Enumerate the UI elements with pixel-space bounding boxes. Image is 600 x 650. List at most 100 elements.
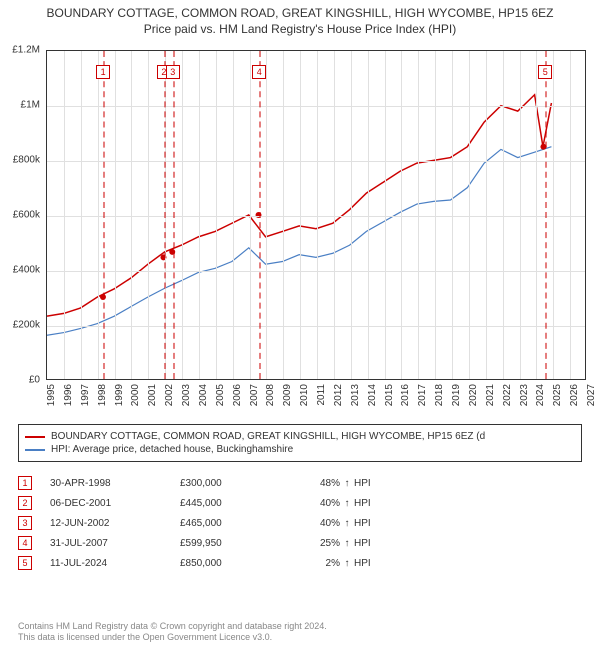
x-tick-label: 2020 [468,384,479,406]
y-tick-label: £1.2M [12,45,40,56]
gridline-v [115,51,116,379]
row-percent: 40% [290,498,340,509]
gridline-v [283,51,284,379]
title-line-1: BOUNDARY COTTAGE, COMMON ROAD, GREAT KIN… [10,6,590,20]
footer-attribution: Contains HM Land Registry data © Crown c… [18,621,327,644]
legend-swatch-hpi [25,449,45,451]
x-tick-label: 2017 [417,384,428,406]
up-arrow-icon: ↑ [340,498,354,509]
x-tick-label: 2024 [535,384,546,406]
gridline-v [233,51,234,379]
x-tick-label: 2010 [299,384,310,406]
x-tick-label: 2025 [552,384,563,406]
y-tick-label: £0 [29,375,40,386]
row-date: 06-DEC-2001 [50,498,180,509]
gridline-v [81,51,82,379]
x-tick-label: 2003 [181,384,192,406]
row-hpi-label: HPI [354,538,394,549]
row-price: £445,000 [180,498,290,509]
y-tick-label: £600k [13,210,40,221]
chart-svg [47,51,585,379]
row-date: 31-JUL-2007 [50,538,180,549]
row-percent: 48% [290,478,340,489]
gridline-v [334,51,335,379]
gridline-h [47,271,585,272]
gridline-v [418,51,419,379]
row-hpi-label: HPI [354,498,394,509]
row-percent: 40% [290,518,340,529]
legend-label-hpi: HPI: Average price, detached house, Buck… [51,444,293,455]
row-number-box: 4 [18,536,32,550]
gridline-v [182,51,183,379]
legend-label-property: BOUNDARY COTTAGE, COMMON ROAD, GREAT KIN… [51,431,485,442]
x-tick-label: 2002 [164,384,175,406]
x-tick-label: 2016 [400,384,411,406]
gridline-h [47,216,585,217]
chart-container: BOUNDARY COTTAGE, COMMON ROAD, GREAT KIN… [0,0,600,650]
up-arrow-icon: ↑ [340,518,354,529]
y-tick-label: £1M [21,100,40,111]
title-line-2: Price paid vs. HM Land Registry's House … [10,22,590,36]
row-number-box: 3 [18,516,32,530]
row-price: £599,950 [180,538,290,549]
x-tick-label: 2000 [130,384,141,406]
x-tick-label: 2014 [367,384,378,406]
x-tick-label: 2004 [198,384,209,406]
x-tick-label: 1996 [63,384,74,406]
x-tick-label: 1999 [114,384,125,406]
row-number-box: 5 [18,556,32,570]
gridline-v [216,51,217,379]
event-line [164,51,166,379]
gridline-v [503,51,504,379]
x-tick-label: 2011 [316,384,327,406]
gridline-v [520,51,521,379]
transactions-table: 130-APR-1998£300,00048%↑HPI 206-DEC-2001£… [18,470,582,576]
legend: BOUNDARY COTTAGE, COMMON ROAD, GREAT KIN… [18,424,582,462]
event-line [103,51,105,379]
gridline-v [486,51,487,379]
x-tick-label: 2019 [451,384,462,406]
row-hpi-label: HPI [354,518,394,529]
x-tick-label: 2026 [569,384,580,406]
footer-line-2: This data is licensed under the Open Gov… [18,632,327,644]
gridline-v [199,51,200,379]
row-date: 11-JUL-2024 [50,558,180,569]
event-line [173,51,175,379]
table-row: 312-JUN-2002£465,00040%↑HPI [18,516,582,530]
y-tick-label: £200k [13,320,40,331]
y-axis: £0£200k£400k£600k£800k£1M£1.2M [0,50,44,380]
gridline-h [47,326,585,327]
gridline-v [148,51,149,379]
x-tick-label: 1995 [46,384,57,406]
table-row: 206-DEC-2001£445,00040%↑HPI [18,496,582,510]
row-date: 30-APR-1998 [50,478,180,489]
x-tick-label: 2015 [384,384,395,406]
gridline-v [368,51,369,379]
footer-line-1: Contains HM Land Registry data © Crown c… [18,621,327,633]
y-tick-label: £800k [13,155,40,166]
x-axis: 1995199619971998199920002001200220032004… [46,382,586,422]
up-arrow-icon: ↑ [340,538,354,549]
x-tick-label: 2009 [282,384,293,406]
event-marker-box: 5 [538,65,552,79]
gridline-v [435,51,436,379]
x-tick-label: 2018 [434,384,445,406]
gridline-v [553,51,554,379]
table-row: 431-JUL-2007£599,95025%↑HPI [18,536,582,550]
chart-title: BOUNDARY COTTAGE, COMMON ROAD, GREAT KIN… [0,0,600,40]
gridline-v [266,51,267,379]
row-hpi-label: HPI [354,558,394,569]
x-tick-label: 2013 [350,384,361,406]
row-price: £300,000 [180,478,290,489]
gridline-v [452,51,453,379]
x-tick-label: 2027 [586,384,597,406]
gridline-v [385,51,386,379]
legend-item-hpi: HPI: Average price, detached house, Buck… [25,444,575,455]
gridline-v [570,51,571,379]
gridline-v [536,51,537,379]
x-tick-label: 1998 [97,384,108,406]
gridline-v [300,51,301,379]
table-row: 130-APR-1998£300,00048%↑HPI [18,476,582,490]
event-marker-box: 1 [96,65,110,79]
event-line [545,51,547,379]
